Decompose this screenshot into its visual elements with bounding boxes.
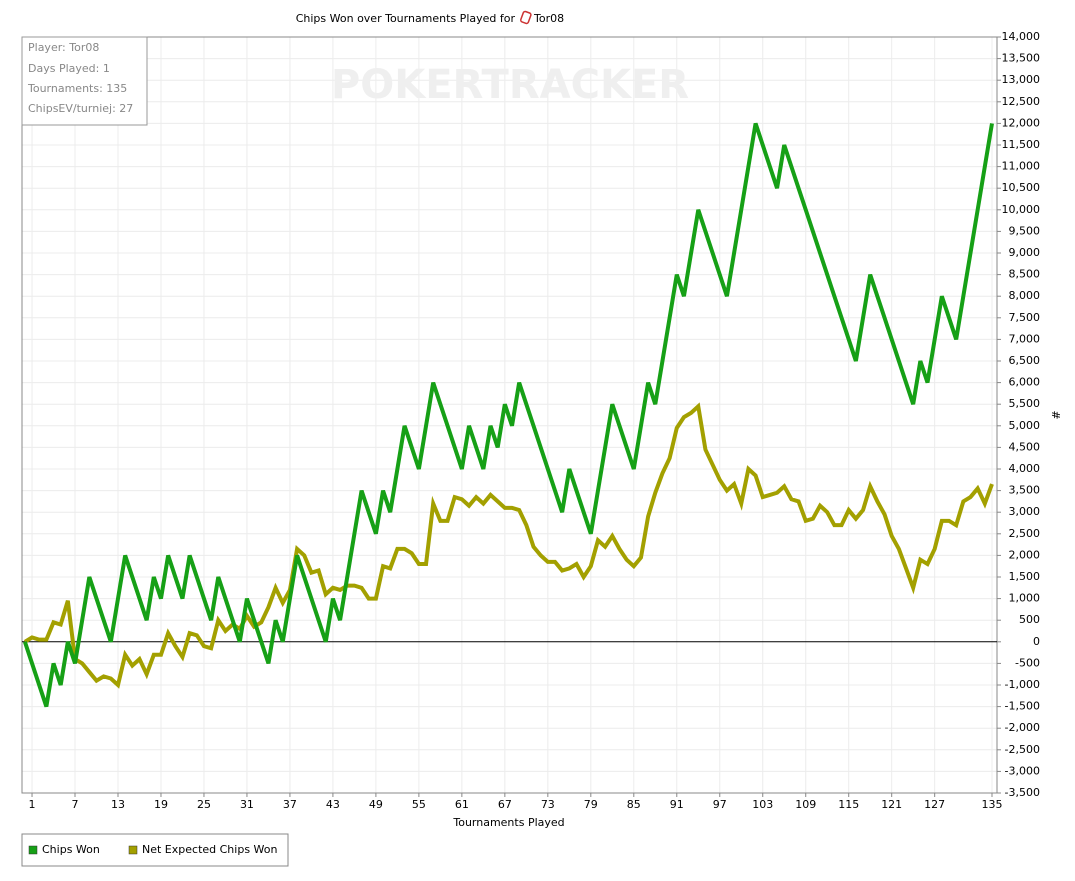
series-line [22,122,994,708]
x-tick-label: 103 [752,798,773,811]
y-tick-label: 8,000 [1009,289,1041,302]
x-tick-label: 25 [197,798,211,811]
x-tick-label: 91 [670,798,684,811]
legend-swatch [128,845,138,855]
x-tick-label: 97 [713,798,727,811]
y-tick-label: 13,500 [1002,52,1041,65]
y-tick-label: 3,000 [1009,505,1041,518]
y-tick-label: 1,000 [1009,592,1041,605]
y-tick-label: 3,500 [1009,484,1041,497]
x-tick-label: 1 [29,798,36,811]
info-line: Tournaments: 135 [27,82,127,95]
info-line: ChipsEV/turniej: 27 [28,102,133,115]
y-tick-label: 9,000 [1009,246,1041,259]
y-tick-label: 4,000 [1009,462,1041,475]
y-tick-label: -1,000 [1005,678,1040,691]
legend-label: Net Expected Chips Won [142,843,278,856]
grid [22,36,997,794]
x-tick-label: 19 [154,798,168,811]
x-tick-label: 37 [283,798,297,811]
y-tick-label: 7,500 [1009,311,1041,324]
y-tick-label: 6,000 [1009,376,1041,389]
x-tick-label: 7 [72,798,79,811]
info-line: Player: Tor08 [28,41,99,54]
y-tick-label: -500 [1015,656,1040,669]
y-tick-label: 7,000 [1009,332,1041,345]
y-tick-label: 5,000 [1009,419,1041,432]
y-tick-label: 6,500 [1009,354,1041,367]
y-tick-label: 0 [1033,635,1040,648]
x-tick-label: 127 [924,798,945,811]
y-tick-label: 14,000 [1002,30,1041,43]
x-tick-label: 121 [881,798,902,811]
x-tick-label: 31 [240,798,254,811]
y-tick-label: 13,000 [1002,73,1041,86]
y-tick-label: 500 [1019,613,1040,626]
x-tick-label: 67 [498,798,512,811]
y-tick-label: -3,000 [1005,764,1040,777]
x-tick-label: 109 [795,798,816,811]
y-tick-label: 4,500 [1009,440,1041,453]
y-tick-label: 9,500 [1009,224,1041,237]
x-tick-label: 73 [541,798,555,811]
info-line: Days Played: 1 [28,62,110,75]
y-tick-label: 11,000 [1002,160,1041,173]
legend-label: Chips Won [42,843,100,856]
watermark: POKERTRACKER [331,62,689,108]
x-tick-label: 61 [455,798,469,811]
x-tick-label: 13 [111,798,125,811]
player-icon [520,10,532,25]
plot-border [21,36,998,794]
x-tick-label: 85 [627,798,641,811]
y-tick-label: -2,000 [1005,721,1040,734]
legend [21,833,289,867]
x-tick-label: 43 [326,798,340,811]
y-tick-label: 2,500 [1009,527,1041,540]
y-tick-label: 12,500 [1002,95,1041,108]
legend-swatch [28,845,38,855]
y-tick-label: 10,500 [1002,181,1041,194]
series-line [23,402,994,689]
x-tick-label: 79 [584,798,598,811]
y-tick-label: -2,500 [1005,743,1040,756]
y-tick-label: 5,500 [1009,397,1041,410]
y-tick-label: 1,500 [1009,570,1041,583]
chart-title: Chips Won over Tournaments Played for [296,12,516,25]
x-tick-label: 55 [412,798,426,811]
y-tick-label: 11,500 [1002,138,1041,151]
info-box [21,36,148,126]
y-tick-label: 10,000 [1002,203,1041,216]
x-tick-label: 135 [981,798,1002,811]
y-tick-label: -1,500 [1005,700,1040,713]
chart-title-player: Tor08 [533,12,564,25]
x-tick-label: 49 [369,798,383,811]
x-tick-label: 115 [838,798,859,811]
y-tick-label: 8,500 [1009,268,1041,281]
y-tick-label: 12,000 [1002,116,1041,129]
y-axis-label: # [1049,410,1062,419]
y-tick-label: 2,000 [1009,548,1041,561]
y-tick-label: -3,500 [1005,786,1040,799]
x-axis-label: Tournaments Played [452,816,564,829]
